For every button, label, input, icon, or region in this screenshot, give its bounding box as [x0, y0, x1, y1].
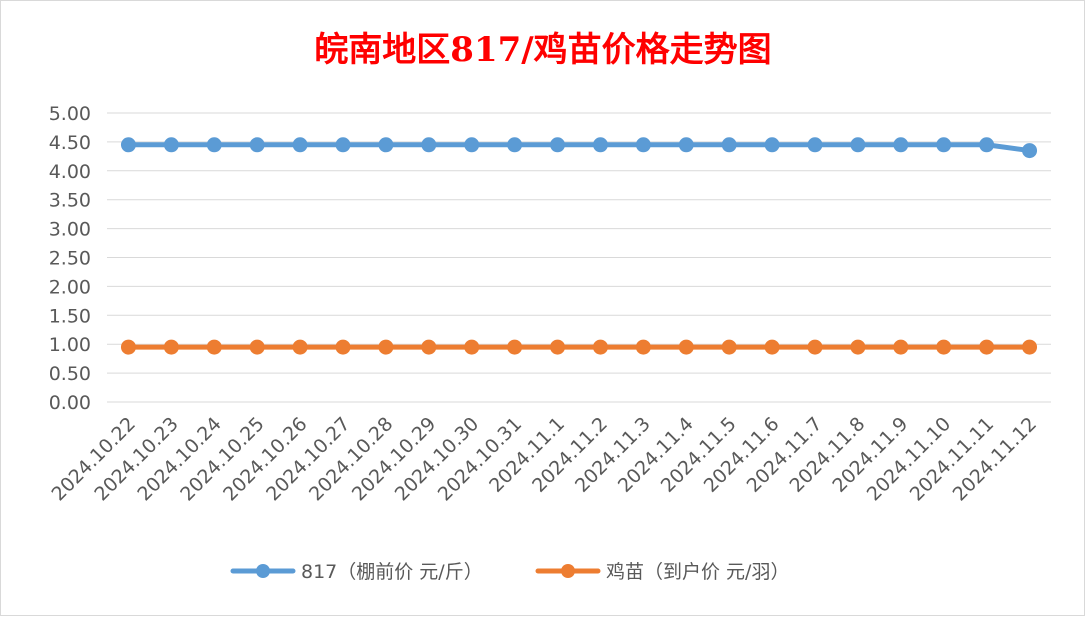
data-point	[163, 137, 179, 153]
data-point	[893, 137, 909, 153]
data-point	[206, 137, 222, 153]
data-point	[163, 339, 179, 355]
data-point	[807, 339, 823, 355]
data-point	[335, 339, 351, 355]
data-point	[421, 137, 437, 153]
data-point	[764, 137, 780, 153]
y-tick-label: 3.00	[49, 219, 91, 241]
data-point	[464, 137, 480, 153]
series-1	[120, 339, 1038, 355]
series-lines	[120, 137, 1038, 355]
data-point	[249, 137, 265, 153]
x-axis-tick-labels: 2024.10.222024.10.232024.10.242024.10.25…	[48, 413, 1042, 505]
data-point	[421, 339, 437, 355]
y-tick-label: 4.00	[49, 161, 91, 183]
data-point	[335, 137, 351, 153]
data-point	[635, 137, 651, 153]
data-point	[979, 339, 995, 355]
data-point	[592, 339, 608, 355]
data-point	[507, 137, 523, 153]
y-tick-label: 1.50	[49, 305, 91, 327]
y-tick-label: 0.00	[49, 392, 91, 414]
data-point	[292, 339, 308, 355]
legend-label: 鸡苗（到户价 元/羽）	[606, 561, 789, 583]
data-point	[850, 339, 866, 355]
legend-item-0: 817（棚前价 元/斤）	[230, 561, 483, 583]
data-point	[678, 339, 694, 355]
data-point	[292, 137, 308, 153]
data-point	[807, 137, 823, 153]
data-point	[378, 339, 394, 355]
y-tick-label: 0.50	[49, 363, 91, 385]
data-point	[1022, 143, 1038, 159]
data-point	[764, 339, 780, 355]
data-point	[378, 137, 394, 153]
data-point	[1022, 339, 1038, 355]
data-point	[120, 137, 136, 153]
data-point	[678, 137, 694, 153]
y-tick-label: 5.00	[49, 103, 91, 125]
legend: 817（棚前价 元/斤） 鸡苗（到户价 元/羽）	[230, 561, 789, 583]
data-point	[721, 339, 737, 355]
legend-item-1: 鸡苗（到户价 元/羽）	[535, 561, 789, 583]
data-point	[635, 339, 651, 355]
data-point	[120, 339, 136, 355]
y-tick-label: 2.00	[49, 276, 91, 298]
y-tick-label: 4.50	[49, 132, 91, 154]
data-point	[550, 137, 566, 153]
data-point	[893, 339, 909, 355]
series-line	[125, 142, 1033, 154]
y-tick-label: 1.00	[49, 334, 91, 356]
data-point	[592, 137, 608, 153]
data-point	[464, 339, 480, 355]
y-tick-label: 2.50	[49, 248, 91, 270]
legend-marker	[256, 564, 270, 578]
y-tick-label: 3.50	[49, 190, 91, 212]
legend-marker	[561, 564, 575, 578]
legend-label: 817（棚前价 元/斤）	[301, 561, 483, 583]
data-point	[507, 339, 523, 355]
data-point	[936, 137, 952, 153]
data-point	[936, 339, 952, 355]
data-point	[979, 137, 995, 153]
data-point	[721, 137, 737, 153]
y-axis-tick-labels: 0.00 0.50 1.00 1.50 2.00 2.50 3.00 3.50 4.00 4.50…	[49, 103, 91, 414]
grid-lines	[107, 112, 1051, 403]
data-point	[249, 339, 265, 355]
data-point	[550, 339, 566, 355]
data-point	[206, 339, 222, 355]
data-point	[850, 137, 866, 153]
series-0	[120, 137, 1038, 159]
chart-title: 皖南地区817/鸡苗价格走势图	[314, 30, 771, 70]
